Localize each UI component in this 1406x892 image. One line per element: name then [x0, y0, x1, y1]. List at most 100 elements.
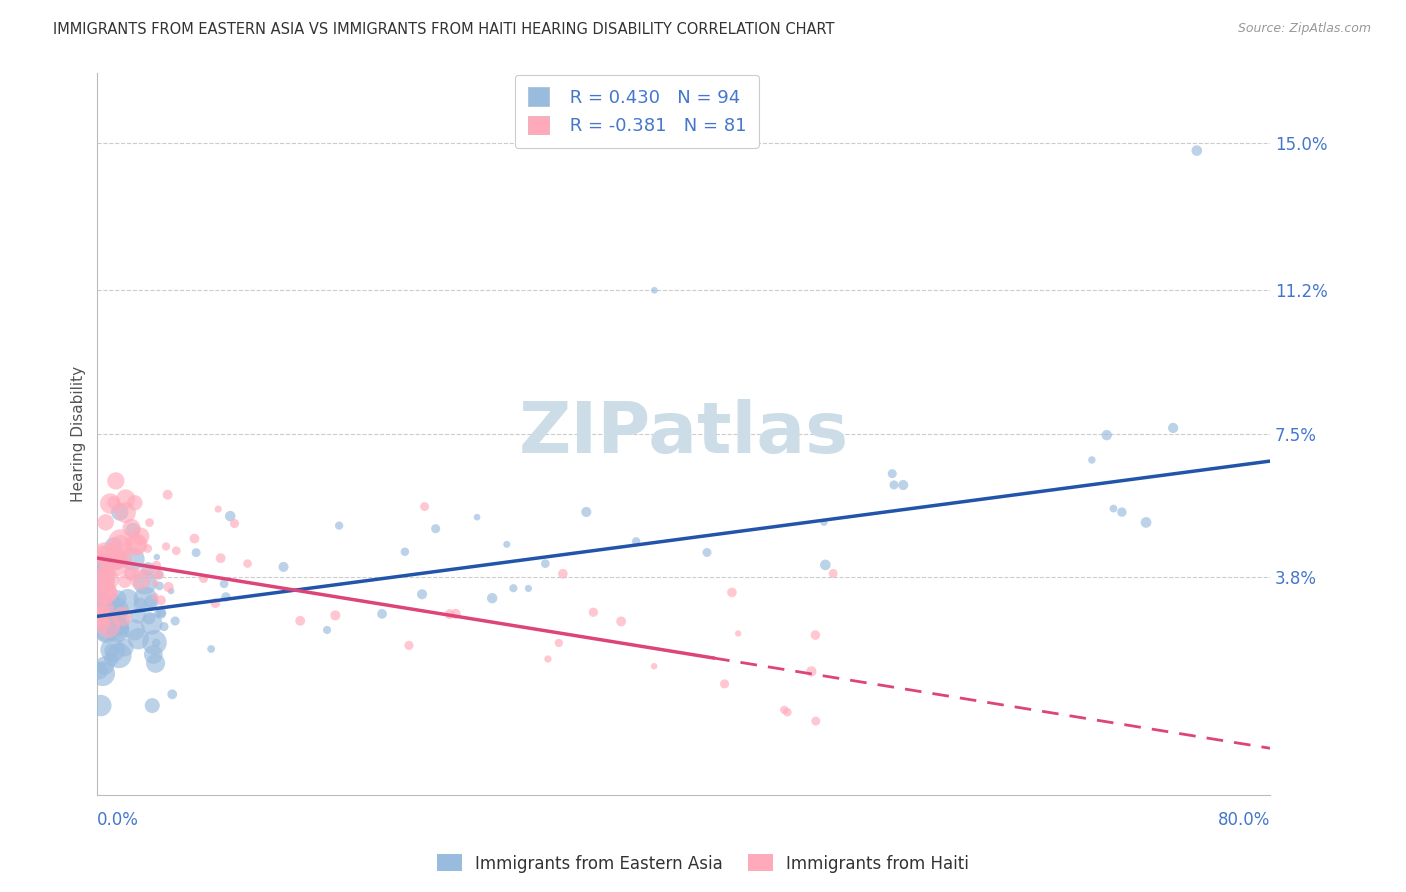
Y-axis label: Hearing Disability: Hearing Disability — [72, 366, 86, 502]
Point — [273, 560, 295, 574]
Point — [773, 703, 796, 717]
Point — [146, 607, 169, 621]
Point — [134, 575, 156, 590]
Point — [481, 591, 503, 606]
Point — [90, 698, 112, 713]
Point — [813, 515, 835, 529]
Point — [96, 601, 118, 615]
Point — [108, 612, 131, 626]
Point — [150, 605, 173, 619]
Legend: Immigrants from Eastern Asia, Immigrants from Haiti: Immigrants from Eastern Asia, Immigrants… — [430, 847, 976, 880]
Point — [97, 572, 120, 586]
Point — [117, 592, 139, 607]
Point — [120, 566, 142, 581]
Point — [98, 606, 121, 620]
Point — [100, 652, 122, 666]
Point — [89, 601, 111, 615]
Point — [105, 624, 128, 638]
Point — [162, 687, 184, 701]
Point — [93, 556, 115, 570]
Point — [328, 518, 350, 533]
Point — [517, 582, 540, 596]
Point — [582, 605, 605, 619]
Point — [398, 639, 420, 653]
Point — [132, 565, 155, 579]
Point — [547, 636, 569, 650]
Point — [122, 552, 145, 566]
Point — [165, 614, 187, 628]
Point — [183, 532, 205, 546]
Point — [129, 529, 152, 543]
Point — [97, 612, 120, 626]
Point — [103, 593, 125, 607]
Point — [371, 607, 394, 621]
Point — [145, 558, 167, 573]
Point — [89, 573, 111, 587]
Point — [105, 603, 128, 617]
Point — [122, 524, 145, 538]
Point — [108, 505, 131, 519]
Point — [114, 640, 136, 655]
Point — [804, 628, 827, 642]
Point — [882, 467, 904, 481]
Legend:  R = 0.430   N = 94,  R = -0.381   N = 81: R = 0.430 N = 94, R = -0.381 N = 81 — [515, 75, 759, 148]
Point — [100, 615, 122, 629]
Point — [91, 606, 114, 620]
Point — [91, 666, 114, 681]
Point — [103, 495, 125, 509]
Point — [108, 648, 131, 663]
Point — [121, 566, 143, 581]
Point — [94, 574, 117, 588]
Point — [727, 626, 749, 640]
Point — [212, 576, 235, 591]
Point — [150, 607, 173, 621]
Point — [114, 506, 136, 520]
Point — [110, 534, 132, 549]
Point — [138, 516, 160, 530]
Point — [155, 540, 177, 554]
Point — [91, 616, 114, 631]
Point — [776, 705, 799, 719]
Point — [136, 562, 159, 576]
Point — [124, 538, 146, 552]
Point — [713, 677, 735, 691]
Text: IMMIGRANTS FROM EASTERN ASIA VS IMMIGRANTS FROM HAITI HEARING DISABILITY CORRELA: IMMIGRANTS FROM EASTERN ASIA VS IMMIGRAN… — [53, 22, 835, 37]
Point — [465, 510, 488, 524]
Point — [148, 579, 170, 593]
Point — [1095, 428, 1118, 442]
Point — [98, 557, 121, 571]
Point — [101, 642, 124, 657]
Point — [141, 616, 163, 631]
Point — [98, 497, 121, 511]
Point — [157, 580, 180, 594]
Point — [204, 596, 226, 610]
Point — [1081, 453, 1104, 467]
Point — [141, 698, 163, 713]
Point — [114, 491, 136, 506]
Point — [89, 609, 111, 624]
Point — [127, 537, 149, 551]
Text: 0.0%: 0.0% — [97, 811, 139, 829]
Point — [1185, 144, 1208, 158]
Point — [1135, 516, 1157, 530]
Point — [94, 516, 117, 530]
Point — [411, 587, 433, 601]
Point — [136, 541, 159, 556]
Point — [575, 505, 598, 519]
Point — [103, 539, 125, 553]
Point — [138, 611, 160, 625]
Point — [93, 585, 115, 599]
Point — [143, 635, 166, 649]
Point — [551, 566, 574, 581]
Point — [149, 568, 172, 582]
Point — [96, 586, 118, 600]
Point — [149, 593, 172, 607]
Point — [224, 516, 246, 531]
Point — [146, 550, 169, 565]
Point — [534, 557, 557, 571]
Point — [502, 581, 524, 595]
Point — [94, 566, 117, 581]
Point — [108, 620, 131, 634]
Point — [94, 658, 117, 673]
Point — [145, 576, 167, 591]
